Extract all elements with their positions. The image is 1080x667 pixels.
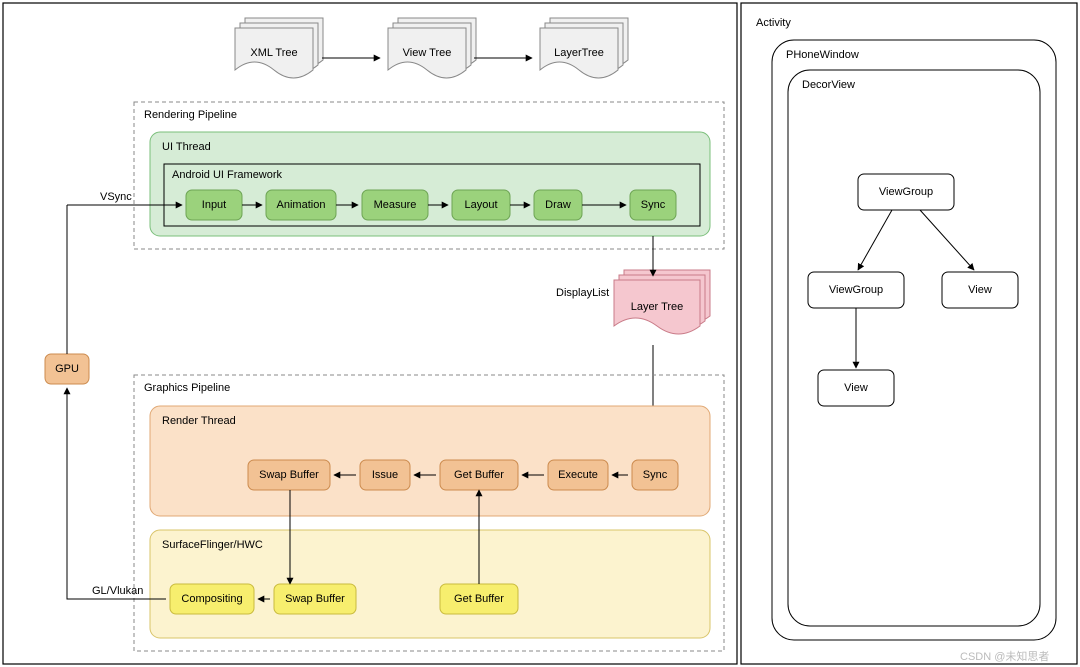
sf-node-compositing-label: Compositing [181, 593, 242, 605]
activity-label: Activity [756, 17, 791, 29]
tree-edge-1 [920, 210, 974, 270]
watermark: CSDN @未知思者 [960, 649, 1049, 663]
layertree-stack-label: LayerTree [554, 47, 604, 59]
surfaceflinger-hwc-label: SurfaceFlinger/HWC [162, 539, 263, 551]
render-node-swapbuf1-label: Swap Buffer [259, 469, 319, 481]
tree-node-view2-label: View [844, 382, 868, 394]
gpu-label: GPU [55, 363, 79, 375]
tree-node-view1-label: View [968, 284, 992, 296]
vsync-label: VSync [100, 191, 132, 203]
ui-node-animation-label: Animation [277, 199, 326, 211]
glvulkan-label: GL/Vlukan [92, 585, 143, 597]
right-panel [741, 3, 1077, 664]
tree-node-vg1-label: ViewGroup [879, 186, 933, 198]
phonewindow [772, 40, 1056, 640]
graphics-pipeline-label: Graphics Pipeline [144, 382, 230, 394]
sf-node-getbuf2-label: Get Buffer [454, 593, 504, 605]
layertree-stack: LayerTree [540, 18, 628, 78]
view-tree-stack: View Tree [388, 18, 476, 78]
tree-edge-0 [858, 210, 892, 270]
layer-tree-stack-label: Layer Tree [631, 301, 684, 313]
ui-node-draw-label: Draw [545, 199, 571, 211]
sf-node-swapbuf2-label: Swap Buffer [285, 593, 345, 605]
decorview-label: DecorView [802, 79, 855, 91]
xml-tree-stack: XML Tree [235, 18, 323, 78]
ui-node-layout-label: Layout [464, 199, 497, 211]
ui-thread-label: UI Thread [162, 141, 211, 153]
ui-node-input-label: Input [202, 199, 226, 211]
phonewindow-label: PHoneWindow [786, 49, 859, 61]
render-thread-label: Render Thread [162, 415, 236, 427]
render-node-execute-label: Execute [558, 469, 598, 481]
tree-node-vg2-label: ViewGroup [829, 284, 883, 296]
decorview [788, 70, 1040, 626]
layer-tree-stack: Layer Tree [614, 270, 710, 334]
android-ui-framework-label: Android UI Framework [172, 169, 283, 181]
display-list-label: DisplayList [556, 287, 609, 299]
ui-node-measure-label: Measure [374, 199, 417, 211]
view-tree-stack-label: View Tree [403, 47, 452, 59]
render-node-issue-label: Issue [372, 469, 398, 481]
render-node-getbuf1-label: Get Buffer [454, 469, 504, 481]
xml-tree-stack-label: XML Tree [250, 47, 297, 59]
ui-node-sync-label: Sync [641, 199, 666, 211]
render-node-rsync-label: Sync [643, 469, 668, 481]
rendering-pipeline-label: Rendering Pipeline [144, 109, 237, 121]
